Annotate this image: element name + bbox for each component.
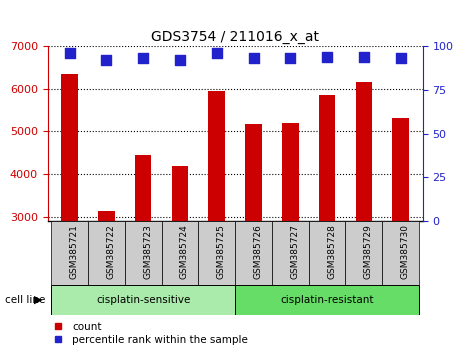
Title: GDS3754 / 211016_x_at: GDS3754 / 211016_x_at — [151, 30, 319, 44]
Text: GSM385727: GSM385727 — [290, 224, 299, 279]
Point — [397, 56, 405, 61]
Bar — [392, 118, 409, 221]
Point — [66, 50, 73, 56]
Bar — [235, 221, 272, 285]
Text: GSM385728: GSM385728 — [327, 224, 336, 279]
Text: GSM385730: GSM385730 — [401, 224, 409, 279]
Bar — [345, 221, 382, 285]
Point — [286, 56, 294, 61]
Bar — [199, 221, 235, 285]
Bar — [61, 74, 78, 221]
Bar — [51, 221, 88, 285]
Bar — [245, 124, 262, 221]
Text: GSM385724: GSM385724 — [180, 224, 189, 279]
Text: cisplatin-sensitive: cisplatin-sensitive — [96, 295, 190, 305]
Point — [139, 56, 147, 61]
Text: GSM385723: GSM385723 — [143, 224, 152, 279]
Point — [360, 54, 368, 59]
Point — [323, 54, 331, 59]
Bar — [282, 123, 299, 221]
Text: GSM385729: GSM385729 — [364, 224, 373, 279]
Text: GSM385726: GSM385726 — [254, 224, 263, 279]
Bar — [51, 285, 235, 315]
Bar — [382, 221, 419, 285]
Bar — [135, 155, 152, 221]
Bar — [319, 95, 335, 221]
Point — [213, 50, 220, 56]
Bar — [98, 211, 114, 221]
Text: GSM385725: GSM385725 — [217, 224, 226, 279]
Text: GSM385722: GSM385722 — [106, 224, 115, 279]
Point — [176, 57, 184, 63]
Text: GSM385721: GSM385721 — [69, 224, 78, 279]
Point — [250, 56, 257, 61]
Bar — [88, 221, 125, 285]
Bar — [235, 285, 419, 315]
Bar — [309, 221, 345, 285]
Bar — [125, 221, 162, 285]
Bar — [209, 91, 225, 221]
Bar — [171, 166, 188, 221]
Text: cisplatin-resistant: cisplatin-resistant — [280, 295, 374, 305]
Bar — [272, 221, 309, 285]
Bar — [356, 82, 372, 221]
Point — [103, 57, 110, 63]
Legend: count, percentile rank within the sample: count, percentile rank within the sample — [43, 317, 252, 349]
Bar — [162, 221, 199, 285]
Text: cell line: cell line — [5, 295, 45, 305]
Text: ▶: ▶ — [34, 295, 43, 305]
